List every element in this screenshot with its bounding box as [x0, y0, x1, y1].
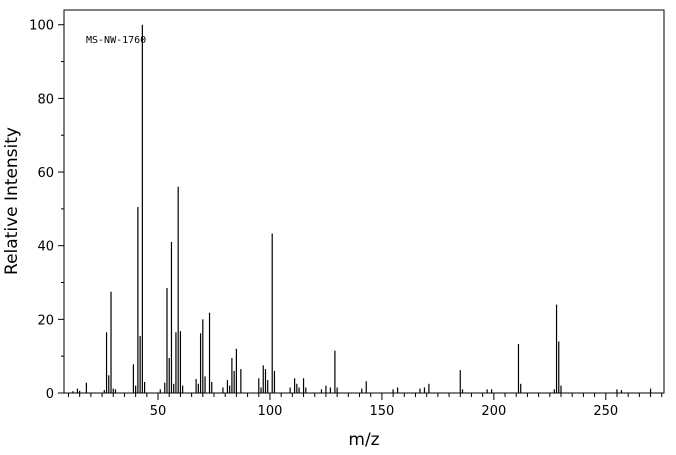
x-tick-label: 100 [258, 404, 283, 419]
y-tick-label: 100 [29, 19, 54, 34]
spectrum-peaks [72, 24, 652, 393]
y-axis-ticks: 0 20 40 60 80 100 [29, 19, 64, 402]
x-tick-label: 50 [150, 404, 167, 419]
y-tick-label: 60 [37, 166, 54, 181]
x-tick-label: 200 [481, 404, 506, 419]
x-tick-label: 250 [593, 404, 618, 419]
x-axis-title: m/z [348, 430, 379, 450]
spectrum-annotation: MS-NW-1760 [86, 35, 146, 46]
plot-frame [63, 9, 665, 394]
x-tick-label: 150 [369, 404, 394, 419]
x-axis-ticks: 50 100 150 200 250 [67, 393, 663, 419]
y-tick-label: 80 [37, 92, 54, 107]
y-axis-title: Relative Intensity [2, 127, 22, 275]
y-tick-label: 40 [37, 240, 54, 255]
y-tick-label: 0 [46, 387, 54, 402]
y-tick-label: 20 [37, 313, 54, 328]
